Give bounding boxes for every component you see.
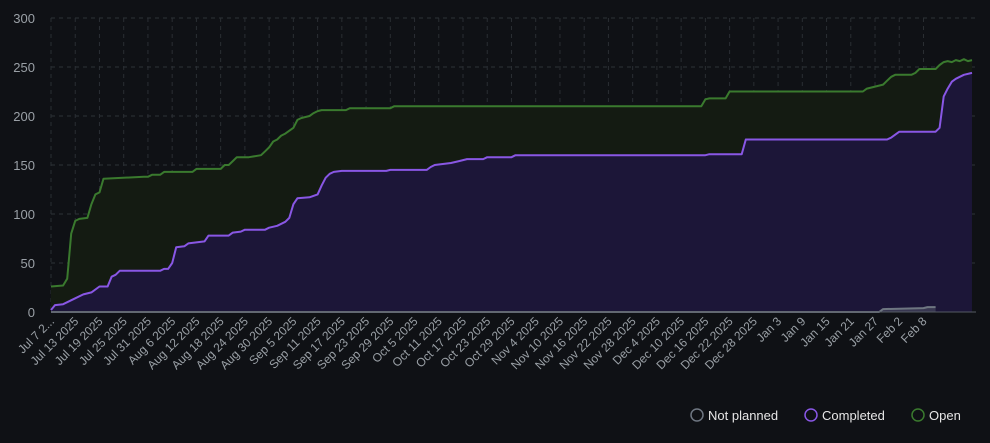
- legend-marker-icon: [911, 408, 925, 422]
- legend-marker-icon: [690, 408, 704, 422]
- legend-marker-icon: [804, 408, 818, 422]
- legend-label: Not planned: [708, 408, 778, 423]
- x-tick-label: Feb 2: [874, 314, 906, 346]
- series-line-completed: [50, 71, 973, 311]
- y-tick-label: 200: [13, 109, 35, 124]
- legend-item-not-planned[interactable]: Not planned: [690, 408, 778, 423]
- series-area-completed: [51, 72, 972, 313]
- y-tick-label: 100: [13, 207, 35, 222]
- series-line-open: [50, 58, 973, 288]
- x-tick-label: Jan 3: [754, 314, 785, 345]
- legend-item-open[interactable]: Open: [911, 408, 961, 423]
- legend-item-completed[interactable]: Completed: [804, 408, 885, 423]
- y-tick-label: 300: [13, 11, 35, 26]
- y-tick-label: 0: [28, 305, 35, 320]
- legend-label: Open: [929, 408, 961, 423]
- y-tick-label: 250: [13, 60, 35, 75]
- legend: Not planned Completed Open: [690, 408, 961, 423]
- y-tick-label: 50: [21, 256, 35, 271]
- legend-label: Completed: [822, 408, 885, 423]
- series-areas: [51, 59, 972, 313]
- y-tick-label: 150: [13, 158, 35, 173]
- x-tick-label: Feb 8: [898, 314, 930, 346]
